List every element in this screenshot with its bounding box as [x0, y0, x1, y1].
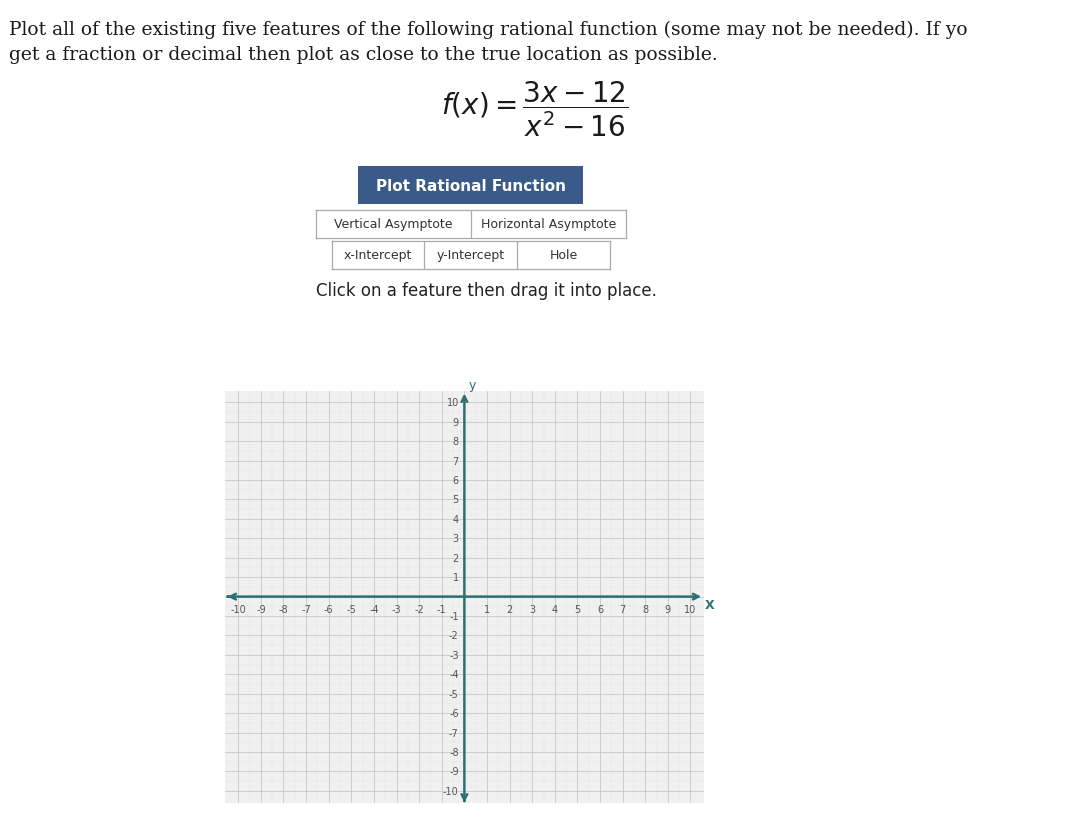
Text: 8: 8	[453, 436, 459, 446]
Text: -8: -8	[449, 747, 459, 757]
Text: -4: -4	[449, 670, 459, 680]
Text: -10: -10	[443, 786, 459, 796]
Text: 7: 7	[620, 604, 626, 614]
Text: y-Intercept: y-Intercept	[437, 249, 505, 262]
Text: Hole: Hole	[549, 249, 578, 262]
Text: 6: 6	[597, 604, 603, 614]
Text: 5: 5	[453, 495, 459, 505]
Text: Click on a feature then drag it into place.: Click on a feature then drag it into pla…	[317, 282, 657, 300]
Text: 7: 7	[453, 456, 459, 466]
Text: 4: 4	[552, 604, 557, 614]
Text: 2: 2	[453, 553, 459, 563]
Text: -2: -2	[449, 630, 459, 640]
Text: -4: -4	[369, 604, 379, 614]
Text: 6: 6	[453, 476, 459, 486]
Text: -9: -9	[449, 767, 459, 777]
Text: Vertical Asymptote: Vertical Asymptote	[334, 218, 453, 231]
Text: -7: -7	[302, 604, 311, 614]
Text: Plot Rational Function: Plot Rational Function	[376, 179, 566, 193]
Text: x-Intercept: x-Intercept	[343, 249, 412, 262]
Text: y: y	[469, 378, 476, 391]
Text: -1: -1	[449, 611, 459, 621]
Text: 9: 9	[453, 417, 459, 427]
Text: -1: -1	[437, 604, 446, 614]
Text: 4: 4	[453, 514, 459, 524]
Text: 8: 8	[642, 604, 648, 614]
Text: 3: 3	[453, 533, 459, 543]
Text: 5: 5	[575, 604, 581, 614]
Text: 2: 2	[506, 604, 513, 614]
Text: 1: 1	[484, 604, 490, 614]
Text: -10: -10	[230, 604, 246, 614]
Text: 10: 10	[446, 398, 459, 408]
Text: X: X	[705, 599, 715, 611]
Text: Plot all of the existing five features of the following rational function (some : Plot all of the existing five features o…	[9, 21, 967, 39]
Text: -9: -9	[256, 604, 265, 614]
Text: -5: -5	[449, 689, 459, 699]
Text: -3: -3	[392, 604, 401, 614]
Text: 10: 10	[685, 604, 697, 614]
Text: -7: -7	[449, 727, 459, 737]
Text: -8: -8	[278, 604, 288, 614]
Text: -5: -5	[347, 604, 356, 614]
Text: -3: -3	[449, 650, 459, 660]
Text: Horizontal Asymptote: Horizontal Asymptote	[480, 218, 616, 231]
Text: -6: -6	[449, 708, 459, 718]
Text: -6: -6	[324, 604, 334, 614]
Text: -2: -2	[414, 604, 424, 614]
Text: 1: 1	[453, 573, 459, 583]
Text: get a fraction or decimal then plot as close to the true location as possible.: get a fraction or decimal then plot as c…	[9, 46, 717, 64]
Text: 9: 9	[664, 604, 671, 614]
Text: $f(x) = \dfrac{3x - 12}{x^2 - 16}$: $f(x) = \dfrac{3x - 12}{x^2 - 16}$	[441, 79, 629, 139]
Text: 3: 3	[530, 604, 535, 614]
